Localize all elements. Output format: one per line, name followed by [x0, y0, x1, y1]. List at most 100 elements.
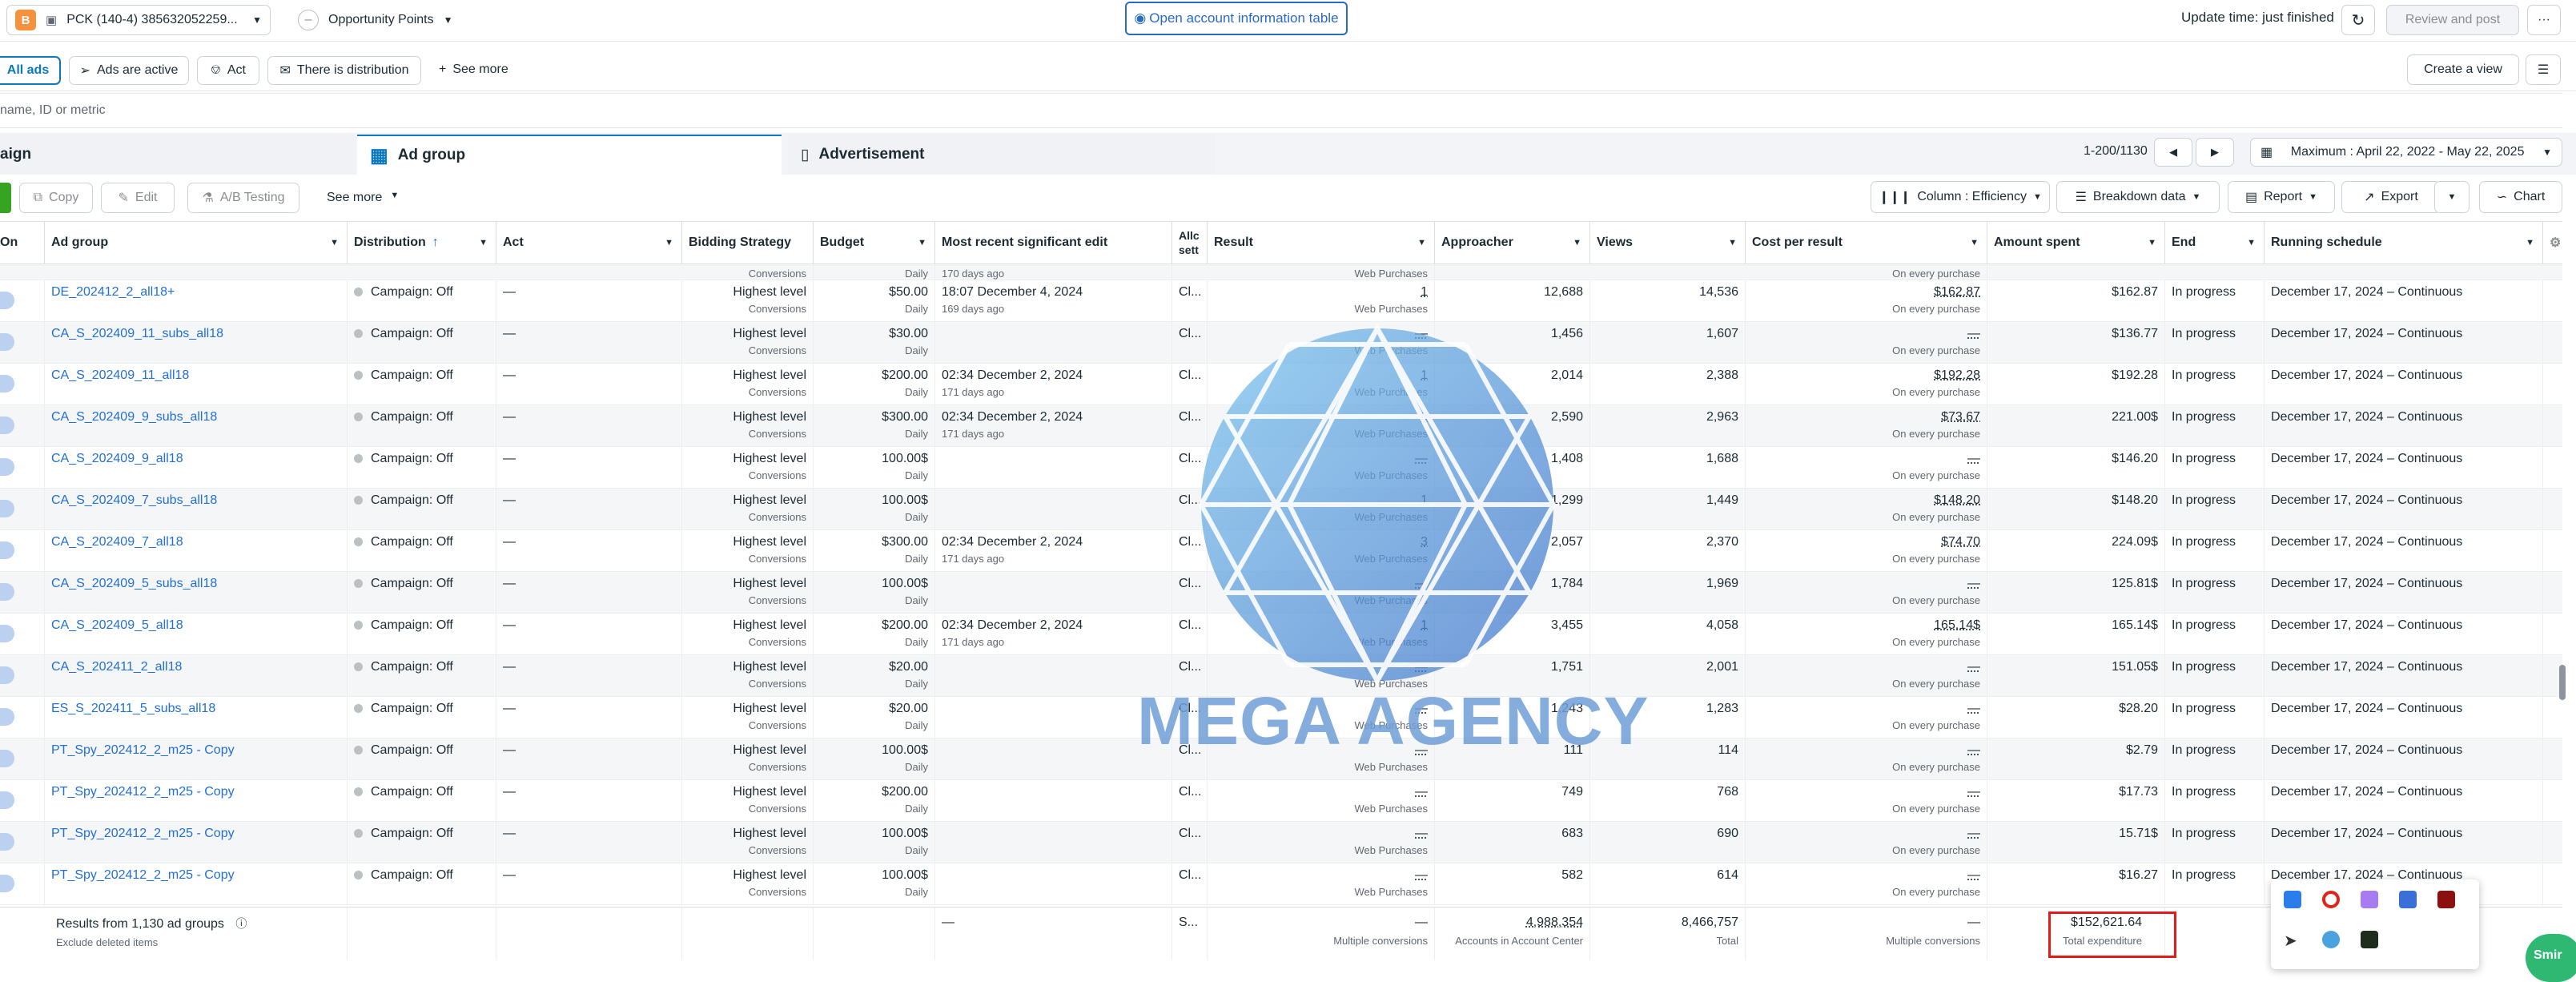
col-schedule[interactable]: Running schedule ▼ — [2265, 222, 2543, 264]
date-range-picker[interactable]: ▦ Maximum : April 22, 2022 - May 22, 202… — [2250, 138, 2562, 167]
cell-name-value[interactable]: CA_S_202409_9_subs_all18 — [51, 410, 218, 424]
cell-name[interactable]: PT_Spy_202412_2_m25 - Copy — [45, 822, 348, 863]
cell-name-value[interactable]: CA_S_202409_7_subs_all18 — [51, 493, 218, 507]
cell-name[interactable]: CA_S_202409_9_subs_all18 — [45, 405, 348, 447]
on-off-toggle[interactable] — [0, 875, 14, 892]
app-icon-1[interactable] — [2284, 891, 2301, 908]
column-settings[interactable]: ⚙ — [2543, 222, 2562, 264]
cell-name[interactable]: CA_S_202409_11_subs_all18 — [45, 322, 348, 364]
col-on[interactable]: On — [0, 222, 45, 264]
cell-name[interactable]: CA_S_202409_9_all18 — [45, 447, 348, 489]
export-button[interactable]: ↗ Export — [2341, 181, 2441, 213]
on-off-toggle[interactable] — [0, 541, 14, 559]
cell-name[interactable]: PT_Spy_202412_2_m25 - Copy — [45, 739, 348, 780]
on-off-toggle[interactable] — [0, 583, 14, 601]
cell-name[interactable]: CA_S_202409_7_all18 — [45, 530, 348, 572]
app-icon-5[interactable] — [2437, 891, 2455, 908]
col-amount-spent[interactable]: Amount spent ▼ — [1987, 222, 2165, 264]
cell-name-value[interactable]: PT_Spy_202412_2_m25 - Copy — [51, 827, 235, 840]
col-budget[interactable]: Budget ▼ — [814, 222, 935, 264]
search-bar[interactable]: name, ID or metric — [0, 93, 2562, 128]
tab-ad-group[interactable]: ▦ Ad group — [357, 135, 782, 175]
cell-name-value[interactable]: CA_S_202411_2_all18 — [51, 660, 183, 674]
refresh-button[interactable]: ↻ — [2341, 5, 2375, 35]
search-input[interactable]: name, ID or metric — [0, 103, 106, 117]
app-icon-7[interactable] — [2322, 931, 2340, 948]
edit-button[interactable]: ✎ Edit — [101, 183, 175, 213]
cell-name[interactable]: CA_S_202411_2_all18 — [45, 655, 348, 697]
settings-sliders-button[interactable]: ☰ — [2526, 54, 2561, 85]
telegram-icon[interactable]: ➤ — [2284, 932, 2297, 950]
cell-name[interactable]: PT_Spy_202412_2_m25 - Copy — [45, 863, 348, 905]
on-off-toggle[interactable] — [0, 292, 14, 309]
col-attribution[interactable]: Allc sett — [1172, 222, 1208, 264]
create-button[interactable] — [0, 183, 11, 213]
opportunity-points[interactable]: – Opportunity Points ▼ — [288, 5, 463, 35]
info-icon[interactable]: ⓘ — [235, 917, 247, 930]
chart-button[interactable]: ∽ Chart — [2479, 181, 2562, 213]
prev-page-button[interactable]: ◀ — [2154, 138, 2192, 167]
tab-campaign[interactable]: aign — [0, 135, 356, 175]
cell-name-value[interactable]: ES_S_202411_5_subs_all18 — [51, 702, 216, 715]
app-icon-4[interactable] — [2399, 891, 2417, 908]
vertical-scrollbar[interactable] — [2559, 665, 2566, 700]
tab-advertisement[interactable]: ▯ Advertisement — [788, 135, 1216, 175]
cell-name[interactable]: DE_202412_2_all18+ — [45, 280, 348, 322]
cell-name-value[interactable]: DE_202412_2_all18+ — [51, 285, 175, 299]
next-page-button[interactable]: ▶ — [2196, 138, 2234, 167]
column-efficiency-button[interactable]: ❙❙❙ Column : Efficiency ▼ — [1871, 181, 2050, 213]
create-view-button[interactable]: Create a view — [2407, 54, 2519, 85]
col-end[interactable]: End ▼ — [2165, 222, 2265, 264]
col-edit[interactable]: Most recent significant edit — [935, 222, 1172, 264]
more-button[interactable]: ··· — [2527, 5, 2561, 35]
distribution-filter[interactable]: ✉ There is distribution — [267, 56, 421, 85]
see-more-filter[interactable]: + See more — [439, 62, 508, 77]
on-off-toggle[interactable] — [0, 791, 14, 809]
cell-name-value[interactable]: CA_S_202409_5_subs_all18 — [51, 577, 218, 590]
ads-active-filter[interactable]: ➢ Ads are active — [69, 56, 189, 85]
cell-name-value[interactable]: CA_S_202409_9_all18 — [51, 452, 183, 465]
app-icon-8[interactable] — [2361, 931, 2378, 948]
cell-name[interactable]: CA_S_202409_5_all18 — [45, 614, 348, 655]
see-more-actions[interactable]: See more ▼ — [327, 191, 399, 205]
col-act[interactable]: Act ▼ — [496, 222, 682, 264]
col-approacher[interactable]: Approacher ▼ — [1435, 222, 1590, 264]
corner-chat-badge[interactable]: Smir — [2526, 934, 2576, 982]
cell-name[interactable]: ES_S_202411_5_subs_all18 — [45, 697, 348, 739]
cell-name-value[interactable]: CA_S_202409_5_all18 — [51, 618, 183, 632]
cell-name[interactable]: PT_Spy_202412_2_m25 - Copy — [45, 780, 348, 822]
export-dropdown-button[interactable]: ▼ — [2434, 181, 2470, 213]
col-bidding[interactable]: Bidding Strategy — [682, 222, 814, 264]
on-off-toggle[interactable] — [0, 375, 14, 392]
breakdown-button[interactable]: ☰ Breakdown data ▼ — [2056, 181, 2220, 213]
cell-name-value[interactable]: PT_Spy_202412_2_m25 - Copy — [51, 868, 235, 882]
review-post-button[interactable]: Review and post — [2386, 5, 2519, 35]
copy-button[interactable]: ⧉ Copy — [19, 183, 93, 213]
on-off-toggle[interactable] — [0, 750, 14, 767]
cell-name-value[interactable]: CA_S_202409_7_all18 — [51, 535, 183, 549]
on-off-toggle[interactable] — [0, 708, 14, 726]
on-off-toggle[interactable] — [0, 625, 14, 642]
col-views[interactable]: Views ▼ — [1590, 222, 1746, 264]
cell-name-value[interactable]: CA_S_202409_11_subs_all18 — [51, 327, 223, 340]
account-selector[interactable]: B ▣ PCK (140-4) 385632052259... ▼ — [6, 5, 271, 35]
on-off-toggle[interactable] — [0, 666, 14, 684]
col-cost-per-result[interactable]: Cost per result ▼ — [1746, 222, 1987, 264]
cell-name-value[interactable]: PT_Spy_202412_2_m25 - Copy — [51, 785, 235, 799]
cell-name[interactable]: CA_S_202409_11_all18 — [45, 364, 348, 405]
opera-icon[interactable] — [2322, 891, 2340, 908]
all-ads-filter[interactable]: All ads — [0, 56, 61, 85]
on-off-toggle[interactable] — [0, 458, 14, 476]
on-off-toggle[interactable] — [0, 833, 14, 851]
col-distribution[interactable]: Distribution ↑ ▼ — [348, 222, 496, 264]
open-account-table-button[interactable]: ◉ Open account information table — [1125, 2, 1348, 35]
cell-name[interactable]: CA_S_202409_5_subs_all18 — [45, 572, 348, 614]
col-result[interactable]: Result ▼ — [1208, 222, 1435, 264]
on-off-toggle[interactable] — [0, 500, 14, 517]
col-ad-group[interactable]: Ad group ▼ — [45, 222, 348, 264]
on-off-toggle[interactable] — [0, 417, 14, 434]
on-off-toggle[interactable] — [0, 333, 14, 351]
ab-testing-button[interactable]: ⚗ A/B Testing — [187, 183, 299, 213]
cell-name-value[interactable]: CA_S_202409_11_all18 — [51, 368, 190, 382]
report-button[interactable]: ▤ Report ▼ — [2228, 181, 2335, 213]
